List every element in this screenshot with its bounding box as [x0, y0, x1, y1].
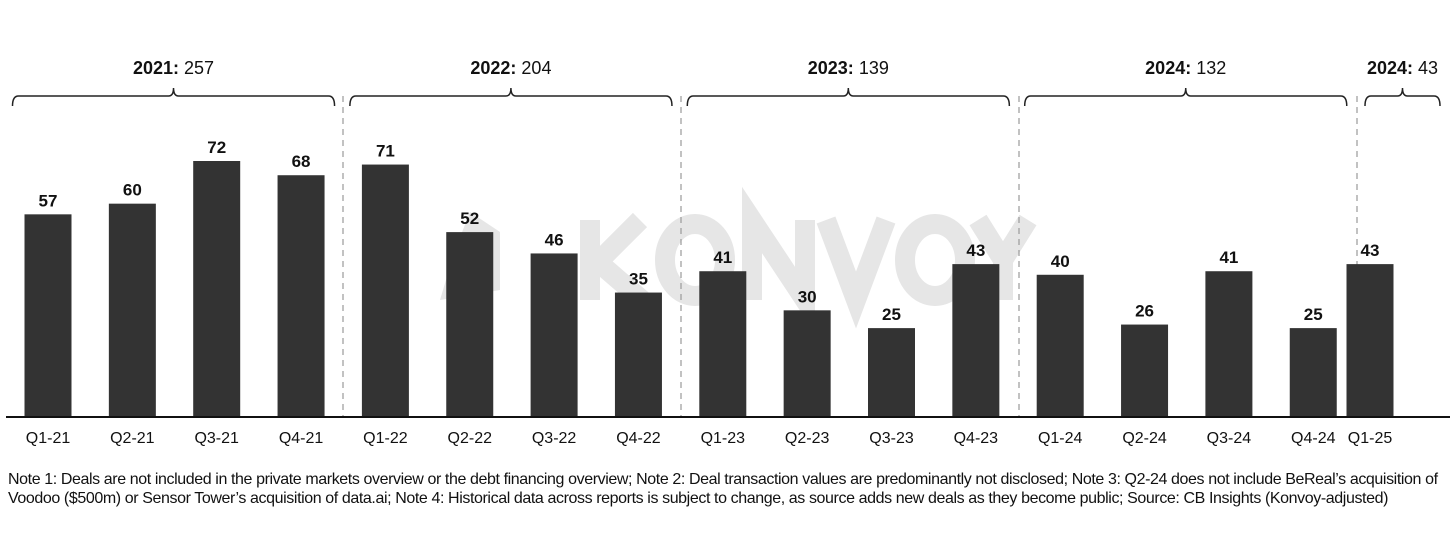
data-label: 52 [460, 209, 479, 228]
group-total: 204 [521, 58, 551, 78]
group-brace [1364, 87, 1441, 107]
group-year: 2024: [1367, 58, 1418, 78]
group-brace [1023, 87, 1348, 107]
bar-Q3-21 [193, 161, 241, 417]
data-label: 30 [798, 287, 817, 306]
data-label: 35 [629, 270, 648, 289]
bar-chart: 57 Q1-21 60 Q2-21 72 Q3-21 68 Q4-21 71 Q1-22 52 Q2-… [6, 58, 1450, 447]
x-tick-label: Q1-21 [26, 430, 71, 447]
data-label: 40 [1051, 252, 1070, 271]
bar-Q1-25 [1346, 264, 1394, 417]
x-tick-label: Q3-22 [532, 430, 577, 447]
group-total: 43 [1418, 58, 1438, 78]
group-year: 2022: [470, 58, 521, 78]
group-brace [11, 87, 336, 107]
bar-Q1-21 [24, 214, 72, 417]
x-tick-label: Q2-24 [1122, 430, 1167, 447]
watermark-letter-v [816, 216, 896, 329]
bar-Q1-22 [361, 164, 409, 417]
x-tick-label: Q2-22 [448, 430, 493, 447]
group-total: 257 [184, 58, 214, 78]
x-tick-label: Q4-21 [279, 430, 324, 447]
watermark-letter-n [742, 186, 815, 334]
bar-Q2-22 [446, 232, 494, 417]
data-label: 25 [1304, 305, 1323, 324]
footnote: Note 1: Deals are not included in the pr… [8, 471, 1438, 507]
watermark-letter-o [895, 214, 975, 306]
data-label: 71 [376, 142, 395, 161]
bar-Q1-23 [699, 271, 747, 417]
bar-Q3-22 [530, 253, 578, 417]
x-tick-label: Q4-23 [954, 430, 999, 447]
data-label: 68 [292, 152, 311, 171]
data-label: 41 [713, 248, 732, 267]
group-year: 2021: [133, 58, 184, 78]
data-label: 43 [966, 241, 985, 260]
x-tick-label: Q1-25 [1348, 430, 1393, 447]
x-tick-label: Q4-24 [1291, 430, 1336, 447]
data-label: 60 [123, 181, 142, 200]
bar-Q4-22 [614, 292, 662, 417]
data-label: 72 [207, 138, 226, 157]
x-tick-label: Q4-22 [616, 430, 661, 447]
group-total: 132 [1196, 58, 1226, 78]
x-tick-label: Q1-23 [701, 430, 746, 447]
bar-Q4-24 [1289, 328, 1337, 417]
bar-Q3-24 [1205, 271, 1253, 417]
group-total-label: 2021: 257 [133, 58, 214, 78]
bar-Q4-21 [277, 175, 325, 417]
x-tick-label: Q3-21 [194, 430, 239, 447]
x-tick-label: Q3-24 [1207, 430, 1252, 447]
group-brace [686, 87, 1011, 107]
group-total-label: 2023: 139 [808, 58, 889, 78]
data-label: 43 [1361, 241, 1380, 260]
x-tick-label: Q2-23 [785, 430, 830, 447]
group-total-label: 2022: 204 [470, 58, 551, 78]
group-total-label: 2024: 132 [1145, 58, 1226, 78]
watermark-letter-o [655, 214, 735, 306]
x-tick-label: Q1-22 [363, 430, 408, 447]
bar-Q4-23 [952, 264, 1000, 417]
group-total-label: 2024: 43 [1367, 58, 1438, 78]
data-label: 46 [545, 230, 564, 249]
data-label: 26 [1135, 302, 1154, 321]
group-total: 139 [859, 58, 889, 78]
group-brace [349, 87, 673, 107]
data-label: 41 [1219, 248, 1238, 267]
x-tick-label: Q2-21 [110, 430, 155, 447]
data-label: 57 [39, 191, 58, 210]
x-tick-label: Q3-23 [869, 430, 914, 447]
bar-Q2-21 [108, 203, 156, 417]
bar-Q2-24 [1121, 324, 1169, 417]
group-year: 2024: [1145, 58, 1196, 78]
bar-Q3-23 [868, 328, 915, 417]
group-year: 2023: [808, 58, 859, 78]
watermark-letter-k [580, 212, 649, 308]
bar-Q1-24 [1036, 274, 1084, 417]
data-label: 25 [882, 305, 901, 324]
watermark-letter-y [969, 214, 1037, 300]
x-tick-label: Q1-24 [1038, 430, 1083, 447]
bar-Q2-23 [783, 310, 831, 417]
